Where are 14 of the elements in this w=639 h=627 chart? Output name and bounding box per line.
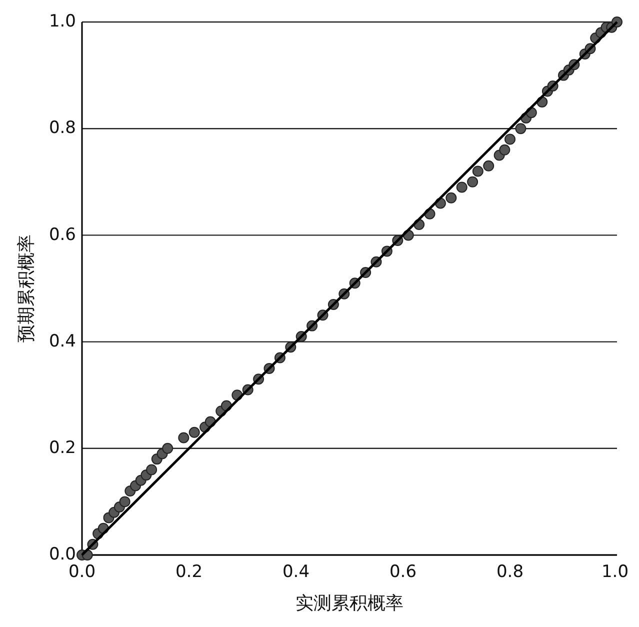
- y-tick-label: 0.6: [48, 224, 76, 245]
- y-axis-title: 预期累积概率: [16, 234, 37, 342]
- y-tick-label: 0.4: [48, 331, 76, 352]
- y-tick-label: 0.2: [48, 438, 76, 458]
- y-tick-label: 0.8: [48, 118, 76, 138]
- x-tick-label: 0.2: [175, 562, 203, 582]
- x-tick-label: 0.6: [389, 562, 417, 582]
- x-tick-label: 0.8: [496, 562, 524, 582]
- y-tick-label: 0.0: [48, 544, 76, 565]
- x-tick-label: 0.0: [68, 562, 96, 582]
- x-tick-label: 0.4: [282, 562, 310, 582]
- x-tick-label: 1.0: [601, 562, 629, 582]
- y-tick-label: 1.0: [48, 12, 76, 32]
- x-axis-title: 实测累积概率: [296, 593, 404, 614]
